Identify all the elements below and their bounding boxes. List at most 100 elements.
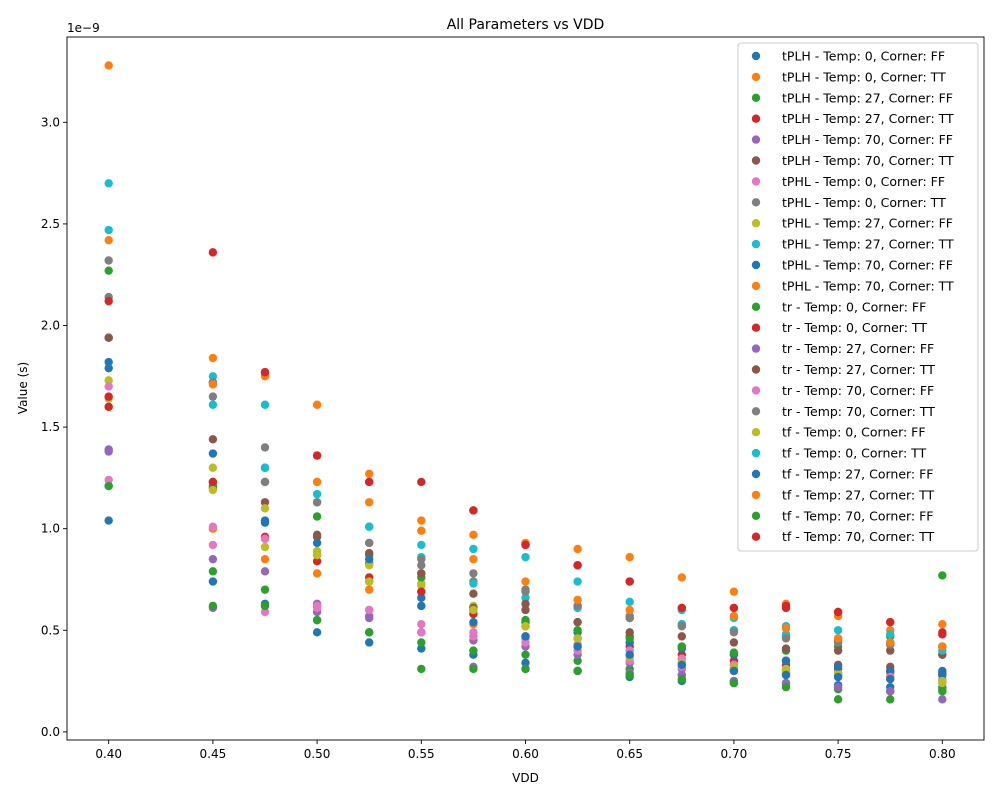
y-tick-label: 2.5: [41, 217, 60, 231]
legend-label: tf - Temp: 0, Corner: FF: [782, 425, 926, 440]
data-point: [417, 593, 426, 602]
data-point: [469, 554, 478, 564]
x-tick-label: 0.45: [200, 747, 227, 761]
legend-marker: [751, 72, 761, 82]
data-point: [208, 601, 218, 611]
x-tick-label: 0.50: [304, 747, 331, 761]
data-point: [573, 617, 582, 627]
data-point: [729, 587, 739, 596]
data-point: [104, 225, 113, 235]
data-point: [573, 595, 582, 605]
x-axis-ticks: 0.40 0.45 0.50 0.55 0.60 0.65 0.70 0.75 0.80: [95, 740, 956, 761]
data-point: [469, 579, 478, 588]
data-point: [833, 626, 843, 635]
data-point: [364, 628, 374, 637]
data-point: [417, 540, 426, 550]
data-point: [417, 516, 426, 525]
data-point: [104, 382, 113, 391]
data-point: [781, 644, 791, 653]
data-point: [781, 624, 791, 633]
data-point: [260, 585, 270, 594]
y-axis-ticks: 0.0 0.5 1.0 1.5 2.0 2.5 3.0: [41, 115, 67, 739]
legend-label: tr - Temp: 27, Corner: FF: [782, 341, 934, 356]
data-point: [625, 597, 634, 607]
data-point: [469, 605, 478, 615]
legend-marker: [751, 302, 761, 311]
data-point: [521, 622, 530, 631]
data-point: [573, 561, 582, 570]
data-point: [625, 552, 634, 562]
data-point: [833, 607, 843, 617]
data-point: [260, 498, 270, 507]
data-point: [260, 504, 270, 513]
data-point: [417, 601, 426, 611]
legend-marker: [751, 51, 761, 61]
legend: tPLH - Temp: 0, Corner: FF tPLH - Temp: 0…: [737, 42, 979, 552]
data-point: [260, 607, 270, 617]
legend-label: tf - Temp: 0, Corner: TT: [782, 446, 927, 461]
data-point: [729, 638, 739, 647]
x-tick-label: 0.40: [95, 747, 122, 761]
data-point: [417, 569, 426, 578]
data-point: [469, 646, 478, 655]
data-point: [886, 638, 895, 647]
data-point: [729, 666, 739, 676]
data-point: [208, 567, 218, 576]
data-point: [364, 585, 374, 594]
data-point: [781, 682, 791, 692]
data-point: [104, 235, 113, 245]
data-point: [104, 357, 113, 367]
data-point: [364, 561, 374, 570]
data-point: [833, 662, 843, 672]
data-point: [260, 554, 270, 564]
data-point: [833, 634, 843, 643]
data-point: [938, 571, 947, 580]
data-point: [208, 554, 218, 564]
data-point: [104, 333, 113, 342]
data-point: [312, 615, 322, 625]
data-point: [521, 615, 530, 625]
data-point: [469, 664, 478, 674]
data-point: [573, 666, 582, 676]
data-point: [208, 540, 218, 550]
data-point: [573, 634, 582, 643]
data-point: [469, 617, 478, 627]
data-point: [208, 477, 218, 487]
data-point: [677, 660, 687, 670]
data-point: [312, 538, 322, 548]
legend-marker: [751, 386, 761, 395]
legend-marker: [751, 114, 761, 123]
data-point: [729, 678, 739, 688]
data-point: [364, 477, 374, 487]
legend-marker: [751, 281, 761, 291]
data-point: [364, 538, 374, 548]
data-point: [364, 554, 374, 564]
y-axis-label: Value (s): [16, 362, 30, 414]
data-point: [677, 632, 687, 641]
data-point: [364, 605, 374, 615]
data-point: [886, 666, 895, 676]
data-point: [364, 469, 374, 479]
data-point: [573, 656, 582, 665]
data-point: [677, 674, 687, 684]
data-point: [729, 603, 739, 613]
data-point: [886, 630, 895, 639]
data-point: [573, 577, 582, 586]
legend-label: tPHL - Temp: 70, Corner: TT: [782, 278, 954, 293]
legend-label: tr - Temp: 0, Corner: TT: [782, 320, 927, 335]
data-point: [104, 296, 113, 306]
data-point: [521, 599, 530, 609]
legend-label: tf - Temp: 27, Corner: FF: [782, 467, 934, 482]
legend-marker: [751, 365, 761, 374]
x-axis-label: VDD: [512, 771, 539, 785]
data-point: [417, 664, 426, 674]
y-offset-label: 1e−9: [67, 21, 100, 35]
legend-label: tf - Temp: 70, Corner: FF: [782, 508, 934, 523]
legend-label: tr - Temp: 0, Corner: FF: [782, 299, 926, 314]
data-point: [417, 526, 426, 535]
data-point: [469, 589, 478, 598]
data-point: [781, 656, 791, 665]
data-point: [938, 695, 947, 704]
legend-marker: [751, 469, 761, 479]
